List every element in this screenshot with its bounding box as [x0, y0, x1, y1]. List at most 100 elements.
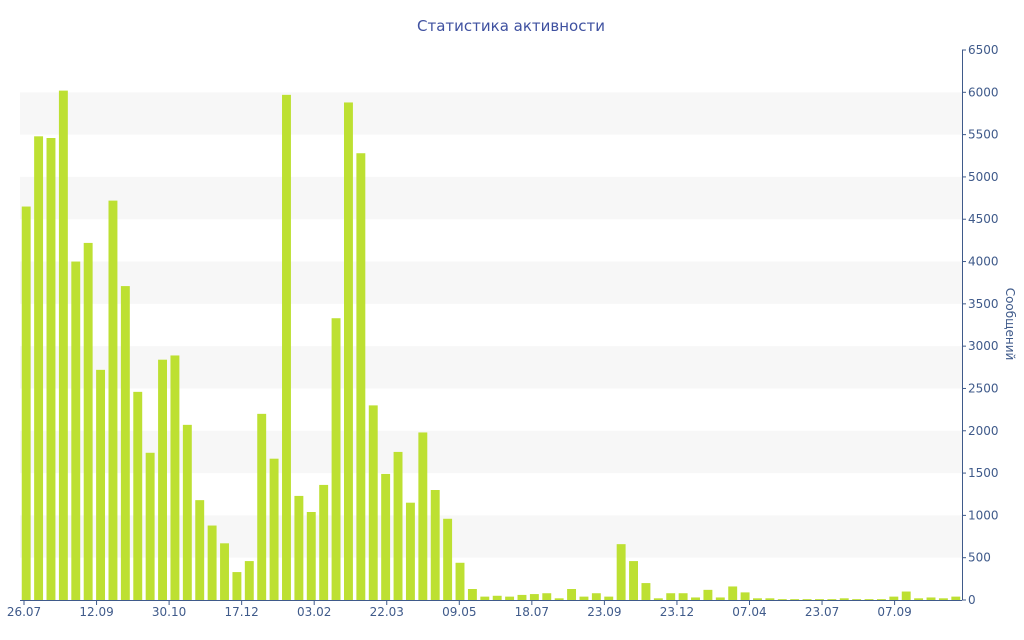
x-tick-label: 17.12 — [224, 605, 258, 619]
bar[interactable] — [282, 94, 291, 600]
bar[interactable] — [691, 597, 700, 600]
bar[interactable] — [269, 458, 279, 600]
bar[interactable] — [517, 594, 527, 600]
bar[interactable] — [331, 318, 341, 600]
bar[interactable] — [467, 589, 477, 600]
bar[interactable] — [542, 593, 552, 600]
bar[interactable] — [604, 596, 614, 600]
bar[interactable] — [34, 136, 44, 600]
bar[interactable] — [567, 589, 577, 600]
bar[interactable] — [480, 596, 490, 600]
bar[interactable] — [678, 593, 688, 600]
bar[interactable] — [83, 242, 93, 601]
bar[interactable] — [827, 599, 837, 600]
bar[interactable] — [220, 543, 229, 600]
bar[interactable] — [96, 369, 106, 600]
bar[interactable] — [381, 473, 391, 600]
bar[interactable] — [951, 596, 961, 600]
bar[interactable] — [666, 593, 676, 600]
bar[interactable] — [629, 561, 638, 600]
bar[interactable] — [753, 598, 762, 600]
bar[interactable] — [430, 490, 440, 600]
bar[interactable] — [492, 595, 502, 600]
y-tick-label: 6000 — [968, 85, 999, 99]
y-axis-label: Сообщений — [1003, 288, 1017, 361]
bar[interactable] — [579, 596, 589, 600]
bar[interactable] — [876, 599, 886, 600]
bar[interactable] — [529, 594, 539, 600]
bar[interactable] — [914, 598, 924, 600]
grid-band — [20, 261, 962, 304]
bar[interactable] — [839, 598, 849, 600]
bar[interactable] — [108, 200, 118, 600]
bars-group — [21, 90, 961, 601]
bar[interactable] — [145, 452, 155, 600]
y-tick-label: 4000 — [968, 255, 999, 269]
bar[interactable] — [505, 596, 515, 600]
bar[interactable] — [21, 206, 31, 601]
bar[interactable] — [455, 562, 465, 600]
bar[interactable] — [740, 592, 750, 600]
bar[interactable] — [852, 599, 862, 600]
bar[interactable] — [257, 413, 267, 600]
bar[interactable] — [765, 598, 775, 600]
bar[interactable] — [306, 512, 316, 600]
bar[interactable] — [715, 597, 725, 600]
bar[interactable] — [616, 544, 626, 600]
bar[interactable] — [889, 596, 899, 600]
grid-band — [20, 92, 962, 135]
bar[interactable] — [938, 598, 948, 600]
bar[interactable] — [703, 589, 713, 600]
bar[interactable] — [319, 484, 329, 600]
chart-title: Статистика активности — [417, 17, 605, 35]
bar[interactable] — [356, 153, 366, 601]
bar[interactable] — [182, 424, 192, 600]
bar[interactable] — [207, 525, 217, 600]
y-tick-label: 4500 — [968, 212, 999, 226]
bar[interactable] — [802, 599, 812, 600]
bar[interactable] — [554, 598, 564, 600]
bar[interactable] — [405, 502, 415, 600]
bar[interactable] — [653, 598, 663, 600]
bar[interactable] — [58, 90, 68, 601]
y-axis: 0 500 1000 1500 2000 2500 3000 3500 4000 4500 5000… — [962, 43, 999, 607]
y-tick-label: 1000 — [968, 508, 999, 522]
bar[interactable] — [418, 432, 428, 600]
x-tick-label: 23.07 — [805, 605, 839, 619]
bar[interactable] — [294, 495, 304, 600]
bar[interactable] — [864, 599, 874, 600]
bar[interactable] — [443, 518, 453, 600]
bar[interactable] — [71, 261, 81, 600]
bar[interactable] — [170, 355, 180, 600]
bar[interactable] — [120, 286, 130, 600]
bar[interactable] — [591, 593, 601, 600]
y-tick-label: 6500 — [968, 43, 999, 57]
bar[interactable] — [901, 591, 911, 600]
y-tick-label: 5000 — [968, 170, 999, 184]
bar[interactable] — [368, 405, 378, 600]
bar[interactable] — [46, 138, 56, 600]
y-tick-label: 0 — [968, 593, 976, 607]
grid-band — [20, 176, 962, 220]
bar[interactable] — [158, 359, 167, 600]
bar[interactable] — [344, 102, 353, 601]
x-tick-label: 07.04 — [732, 605, 766, 619]
bar[interactable] — [393, 451, 403, 600]
bar[interactable] — [133, 391, 143, 600]
bar[interactable] — [790, 599, 800, 600]
x-tick-label: 22.03 — [370, 605, 404, 619]
bar[interactable] — [195, 500, 205, 600]
bar[interactable] — [232, 572, 242, 600]
bar[interactable] — [244, 561, 254, 600]
x-tick-label: 23.09 — [587, 605, 621, 619]
bar[interactable] — [815, 599, 824, 600]
bar[interactable] — [926, 597, 936, 600]
y-tick-label: 3000 — [968, 339, 999, 353]
bar[interactable] — [728, 586, 738, 600]
x-tick-label: 30.10 — [152, 605, 186, 619]
bar[interactable] — [777, 599, 787, 600]
bar[interactable] — [641, 583, 651, 600]
y-tick-label: 2000 — [968, 424, 999, 438]
